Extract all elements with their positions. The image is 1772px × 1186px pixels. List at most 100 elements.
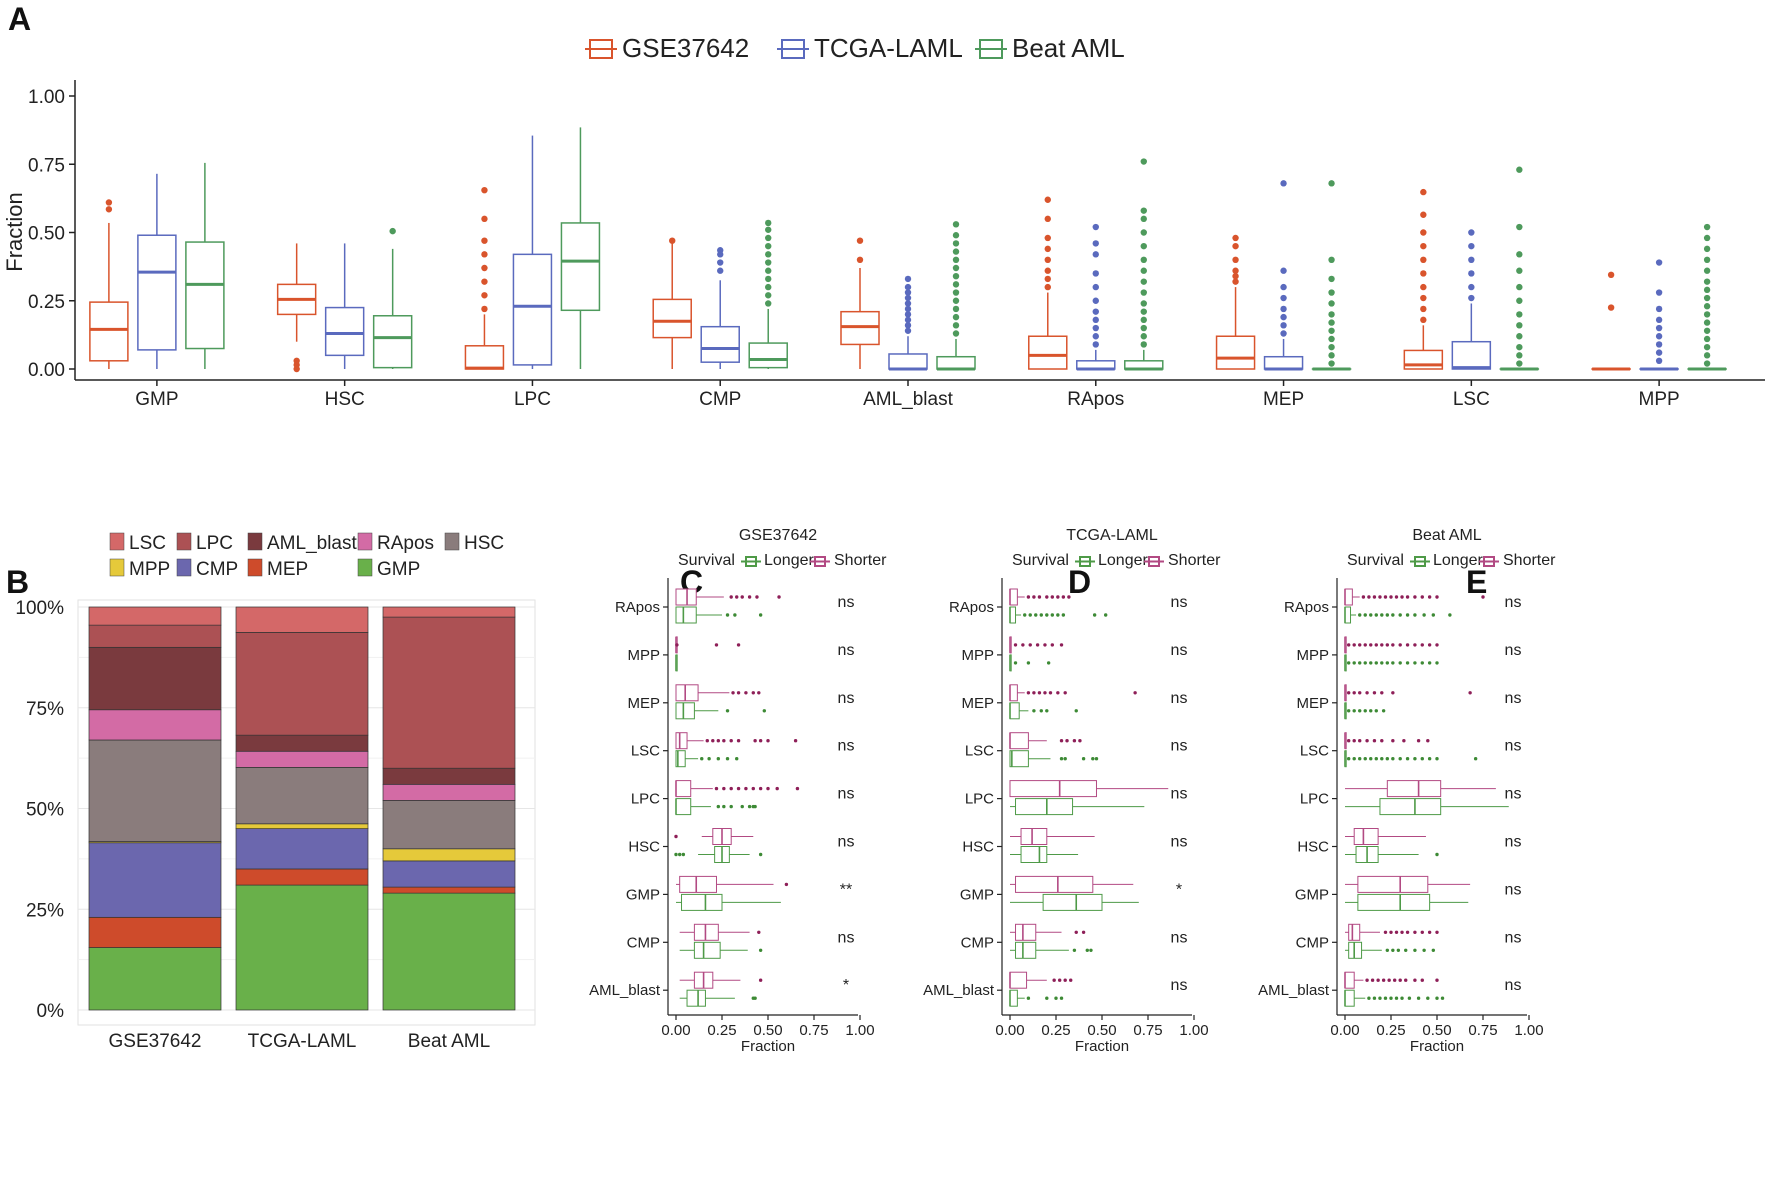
significance-LPC: ns	[1171, 786, 1188, 803]
box-MEP-TCGA-LAML	[1263, 180, 1304, 371]
outlier-2	[1358, 757, 1362, 761]
outlier-7	[1468, 691, 1472, 695]
outlier-11	[1413, 757, 1417, 761]
outlier-10	[765, 219, 772, 227]
outlier-6	[1056, 613, 1060, 617]
outlier-3	[1365, 691, 1369, 695]
outlier-11	[1431, 613, 1436, 617]
outlier-0	[731, 691, 735, 695]
outlier-3	[725, 757, 730, 761]
outlier-3	[1363, 709, 1367, 713]
outlier-2	[481, 278, 488, 285]
box-body	[1009, 989, 1018, 1007]
y-tick-label-0: 0.00	[28, 360, 65, 381]
significance-RApos: ns	[1505, 594, 1522, 611]
outlier-7	[904, 289, 912, 296]
outlier-2	[1037, 595, 1042, 599]
outlier-9	[1103, 613, 1108, 617]
outlier-2	[1369, 613, 1373, 617]
y-tick-label-HSC: HSC	[628, 839, 660, 856]
legend-key-TCGA-LAML	[777, 39, 809, 59]
significance-AML_blast: *	[843, 977, 849, 994]
outlier-3	[1383, 996, 1388, 1000]
box-body	[1348, 923, 1361, 941]
outlier-5	[1374, 661, 1378, 665]
outlier-0	[1346, 739, 1351, 743]
outlier-1	[1081, 930, 1086, 934]
outlier-3	[1420, 283, 1427, 291]
y-tick-label-4: 100%	[15, 598, 64, 619]
legend-key-longer	[741, 556, 761, 567]
significance-LPC: ns	[838, 786, 855, 803]
segment-HSC	[88, 739, 222, 842]
outlier-1	[707, 757, 711, 761]
segment-GMP	[88, 947, 222, 1011]
legend-key-Beat AML	[975, 39, 1007, 59]
outlier-8	[766, 739, 770, 743]
outlier-5	[1420, 256, 1427, 263]
longer-box-MEP	[1344, 702, 1386, 720]
outlier-6	[904, 294, 912, 302]
outlier-3	[1043, 691, 1047, 695]
significance-RApos: ns	[838, 594, 855, 611]
outlier-9	[904, 275, 912, 283]
outlier-1	[1065, 739, 1069, 743]
outlier-6	[1140, 289, 1147, 296]
x-axis-title: Fraction	[1075, 1038, 1129, 1055]
outlier-0	[757, 930, 761, 934]
box-body	[675, 588, 697, 606]
outlier-13	[1703, 245, 1711, 253]
outlier-6	[753, 739, 757, 743]
outlier-12	[1703, 256, 1711, 263]
box-body	[1020, 846, 1048, 863]
significance-GMP: ns	[1505, 881, 1522, 898]
shorter-box-GMP	[676, 875, 789, 893]
longer-box-LPC	[675, 798, 757, 816]
box-body	[681, 893, 723, 911]
box-AML_blast-Beat AML	[936, 221, 976, 371]
outlier-2	[1378, 996, 1382, 1000]
longer-box-RApos	[1344, 606, 1452, 624]
outlier-0	[1358, 613, 1362, 617]
legend-label-longer: Longer	[764, 552, 814, 569]
outlier-3	[1074, 709, 1078, 713]
outlier-0	[784, 882, 789, 887]
box-LPC-Beat AML	[560, 127, 601, 369]
outlier-14	[1703, 234, 1711, 242]
legend-label-GMP: GMP	[377, 559, 420, 580]
outlier-3	[1328, 335, 1335, 343]
outlier-2	[1034, 613, 1038, 617]
box-LSC-TCGA-LAML	[1451, 229, 1492, 370]
outlier-1	[105, 199, 113, 206]
outlier-3	[1381, 978, 1386, 982]
outlier-8	[904, 283, 912, 291]
segment-AML_blast	[382, 767, 516, 785]
box-RApos-TCGA-LAML	[1076, 223, 1116, 371]
segment-LSC	[382, 606, 516, 618]
outlier-8	[1391, 757, 1395, 761]
significance-RApos: ns	[1171, 594, 1188, 611]
legend-title: Survival	[678, 552, 735, 569]
outlier-0	[1435, 852, 1439, 857]
x-axis-title: Fraction	[741, 1038, 795, 1055]
outlier-0	[1346, 691, 1351, 695]
outlier-5	[1468, 229, 1475, 236]
significance-MEP: ns	[838, 690, 855, 707]
box-RApos-Beat AML	[1124, 158, 1164, 371]
outlier-7	[1404, 978, 1408, 982]
outlier-8	[952, 264, 960, 272]
outlier-3	[1703, 335, 1711, 343]
x-tick-label-3: 0.75	[799, 1022, 828, 1039]
shorter-box-LSC	[1009, 732, 1082, 750]
segment-LSC	[235, 606, 369, 633]
outlier-5	[1056, 595, 1060, 599]
outlier-0	[674, 852, 678, 857]
outlier-2	[1703, 343, 1711, 351]
box-body	[675, 798, 692, 816]
outlier-1	[1352, 739, 1356, 743]
segment-MPP	[235, 823, 369, 830]
outlier-7	[1328, 300, 1335, 307]
outlier-1	[1092, 333, 1099, 340]
shorter-box-RApos	[675, 588, 781, 606]
legend-label-RApos: RApos	[377, 533, 434, 554]
